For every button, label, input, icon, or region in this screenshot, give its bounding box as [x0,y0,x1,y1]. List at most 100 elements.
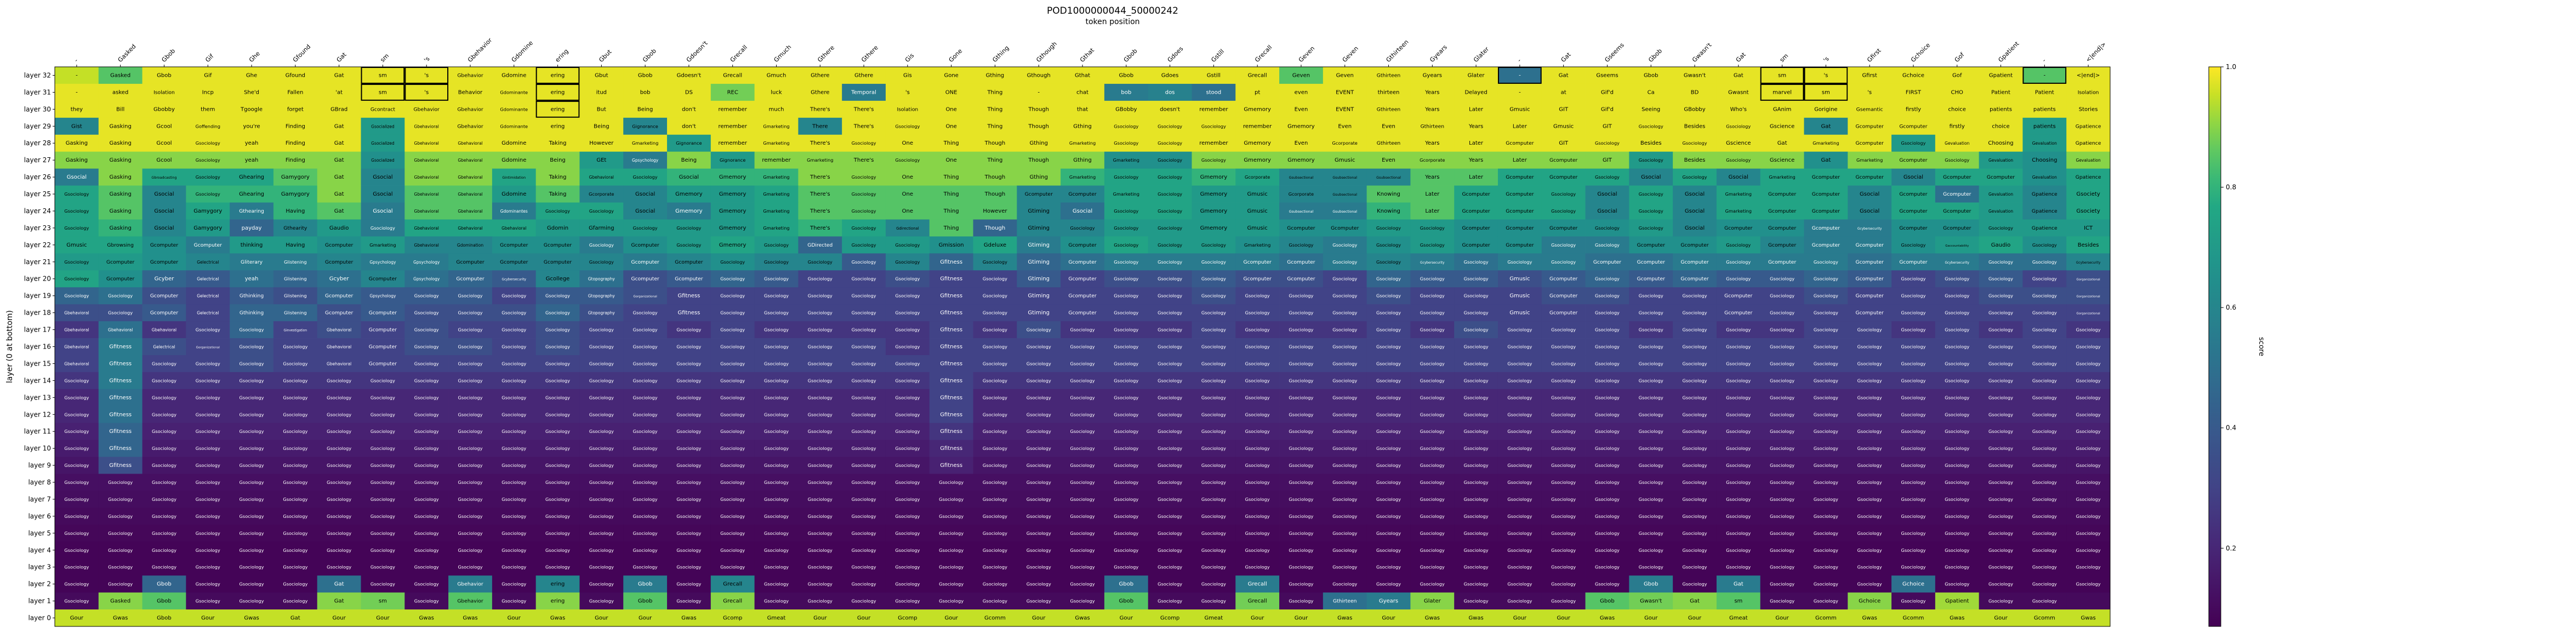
heatmap-cell [754,474,799,491]
cell-label: you're [243,123,260,129]
cell-label: Gsociology [1376,242,1401,248]
heatmap-cell [361,185,405,203]
heatmap-cell [798,474,842,491]
heatmap-cell [1235,338,1280,356]
cell-label: Gtopography [588,311,615,316]
cell-label: Gsociology [808,564,833,570]
heatmap-cell [798,338,842,356]
heatmap-cell [1891,423,1936,441]
heatmap-cell [842,168,886,186]
cell-label: Gour [1557,615,1570,621]
cell-label: Gsociology [2076,548,2101,553]
cell-label: Gcomm [1815,615,1837,621]
heatmap-cell [842,406,886,424]
y-tick-label: layer 0 [28,614,51,622]
cell-label: Gsociology [1420,395,1445,400]
heatmap-cell [142,372,186,390]
heatmap-cell [798,440,842,458]
cell-label: Gsociology [852,446,876,451]
cell-label: Gsociology [633,225,658,231]
cell-label: Gsociology [1770,361,1794,366]
cell-label: Gsociology [1507,480,1532,485]
cell-label: Gcomputer [1068,293,1096,299]
heatmap-cell [885,100,930,118]
y-tick-label: layer 20 [24,275,51,283]
cell-label: Gamygory [193,208,222,214]
cell-label: Gsociology [1901,531,1925,536]
heatmap-cell [579,219,624,237]
highlighted-cell-outline [1804,83,1848,101]
heatmap-cell [1104,151,1149,169]
heatmap-cell [1279,134,1324,152]
cell-label: Gsociology [852,242,876,248]
heatmap-cell [2022,117,2067,135]
cell-label: Gsociology [983,412,1007,417]
heatmap-cell [2066,541,2111,559]
cell-label: Gbehavior [457,123,483,129]
heatmap-cell [1760,100,1804,118]
heatmap-cell [929,168,973,186]
cell-label: Gsociology [1158,581,1182,587]
heatmap-cell [1935,491,1980,508]
heatmap-cell [1979,389,2023,407]
heatmap-cell [1760,168,1804,186]
colorbar-tick-label: 0.4 [2226,424,2236,432]
heatmap-cell [973,457,1017,474]
cell-label: Gsociology [1814,446,1838,451]
y-tick-label: layer 18 [24,309,51,317]
cell-label: Gsociology [1814,564,1838,570]
heatmap-cell [1979,185,2023,203]
heatmap-cell [754,524,799,542]
heatmap-cell [1323,507,1367,525]
heatmap-cell [667,389,711,407]
heatmap-cell [1629,609,1673,627]
cell-label: Gamygory [281,174,310,180]
heatmap-cell [623,185,668,203]
cell-label: Gsociology [852,293,876,299]
heatmap-cell [842,440,886,458]
cell-label: Gwas [1425,615,1440,621]
heatmap-cell [623,457,668,474]
cell-label: Gour [376,615,390,621]
heatmap-cell [361,236,405,254]
heatmap-cell [1104,474,1149,491]
heatmap-cell [273,270,318,288]
heatmap-cell [623,253,668,271]
cell-label: Gsociology [1027,548,1051,553]
cell-label: Gsociology [196,361,220,366]
cell-label: Gbehavior [414,106,440,112]
cell-label: Gsociology [1683,429,1707,434]
cell-label: There's [810,106,830,112]
cell-label: Gsociology [1245,327,1270,333]
heatmap-cell [929,457,973,474]
cell-label: Gsociology [2076,480,2101,485]
heatmap-cell [1760,321,1804,339]
cell-label: Gat [334,140,344,146]
cell-label: Gsociology [1114,480,1138,485]
cell-label: Gsociology [1683,344,1707,350]
cell-label: Gsociology [1683,480,1707,485]
heatmap-cell [1541,151,1586,169]
cell-label: Gsociology [1201,548,1226,553]
heatmap-cell [1104,355,1149,373]
heatmap-cell [1279,457,1324,474]
cell-label: Gsociety [2076,208,2100,214]
cell-label: Gat [1559,72,1569,78]
heatmap-cell [973,151,1017,169]
x-tick-label: Gbut [597,48,613,64]
cell-label: Gsociology [1376,463,1401,468]
cell-label: Grecall [1248,598,1267,605]
cell-label: Gsociology [1114,225,1138,231]
heatmap-cell [973,168,1017,186]
heatmap-cell [1804,507,1848,525]
heatmap-cell [1454,355,1498,373]
cell-label: Gsociology [808,310,833,316]
cell-label: Gsociology [1814,395,1838,400]
heatmap-cell [973,67,1017,84]
heatmap-cell [1979,236,2023,254]
heatmap-cell [1935,151,1980,169]
cell-label: Gsociology [1770,564,1794,570]
heatmap-cell [448,304,493,322]
heatmap-cell [1804,372,1848,390]
heatmap-cell [929,524,973,542]
